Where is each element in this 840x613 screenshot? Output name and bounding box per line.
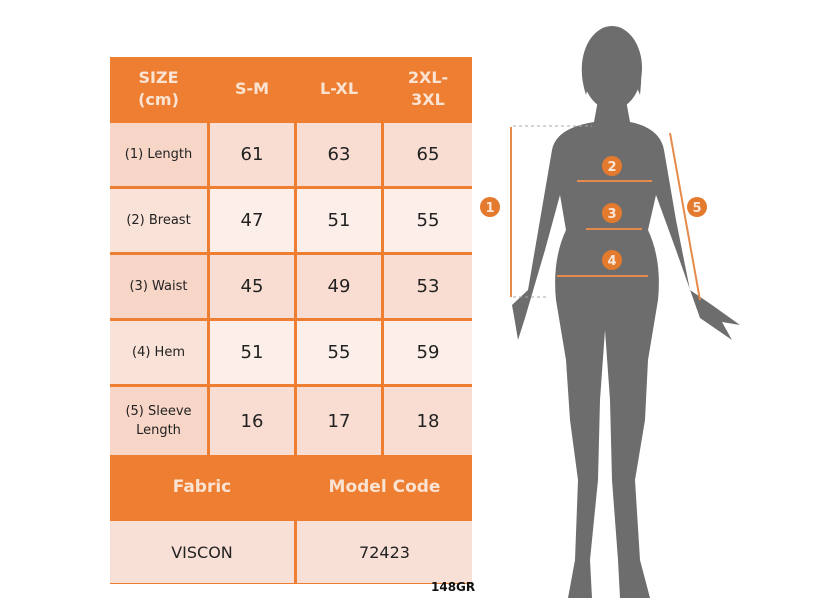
row-value: 55 — [384, 189, 472, 252]
marker-4-label: 4 — [607, 254, 616, 269]
table-row: (1) Length 61 63 65 — [110, 123, 472, 189]
row-value: 53 — [384, 255, 472, 318]
size-chart-table: SIZE (cm) S-M L-XL 2XL- 3XL (1) Length 61… — [110, 57, 472, 584]
header-s-m: S-M — [210, 57, 297, 120]
row-label: (2) Breast — [110, 189, 210, 252]
marker-2-label: 2 — [607, 160, 616, 175]
row-value: 55 — [297, 321, 384, 384]
header-2xl-3xl: 2XL- 3XL — [407, 67, 449, 109]
measure-lines — [510, 125, 701, 301]
silhouette — [512, 26, 740, 598]
row-value: 51 — [297, 189, 384, 252]
row-label: (4) Hem — [110, 321, 210, 384]
marker-circles — [480, 156, 707, 270]
row-value: 63 — [297, 123, 384, 186]
marker-3-icon — [602, 203, 622, 223]
marker-2-icon — [602, 156, 622, 176]
row-value: 65 — [384, 123, 472, 186]
row-value: 61 — [210, 123, 297, 186]
row-label: (3) Waist — [110, 255, 210, 318]
row-value: 45 — [210, 255, 297, 318]
marker-4-icon — [602, 250, 622, 270]
model-code-value: 72423 — [297, 521, 472, 583]
table-row: (4) Hem 51 55 59 — [110, 321, 472, 387]
model-code-label: Model Code — [328, 476, 441, 497]
product-code: 148GR — [431, 580, 476, 594]
marker-5-icon — [687, 197, 707, 217]
row-value: 47 — [210, 189, 297, 252]
row-value: 16 — [210, 387, 297, 455]
table-row: (5) Sleeve Length 16 17 18 — [110, 387, 472, 455]
fabric-label: Fabric — [110, 455, 297, 518]
header-size: SIZE (cm) — [110, 57, 210, 120]
row-label: (1) Length — [110, 123, 210, 186]
row-value: 17 — [297, 387, 384, 455]
table-row: (2) Breast 47 51 55 — [110, 189, 472, 255]
table-row: (3) Waist 45 49 53 — [110, 255, 472, 321]
fabric-value-row: VISCON 72423 — [110, 521, 472, 584]
marker-5-label: 5 — [692, 201, 701, 216]
row-value: 18 — [384, 387, 472, 455]
row-value: 51 — [210, 321, 297, 384]
row-value: 49 — [297, 255, 384, 318]
row-label: (5) Sleeve Length — [110, 387, 210, 455]
fabric-value: VISCON — [110, 521, 297, 583]
marker-1-icon — [480, 197, 500, 217]
header-l-xl: L-XL — [297, 57, 384, 120]
marker-3-label: 3 — [607, 207, 616, 222]
marker-1-label: 1 — [485, 201, 494, 216]
row-value: 59 — [384, 321, 472, 384]
header-row: SIZE (cm) S-M L-XL 2XL- 3XL — [110, 57, 472, 123]
fabric-header-row: Fabric Model Code — [110, 455, 472, 521]
